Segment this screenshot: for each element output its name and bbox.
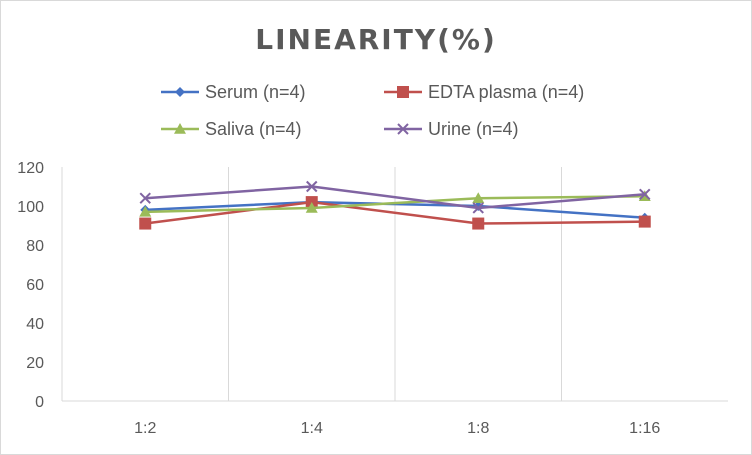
legend: Serum (n=4) EDTA plasma (n=4) Saliva (n=4)… — [161, 82, 584, 139]
triangle-marker — [472, 192, 485, 203]
y-tick-label: 20 — [26, 355, 44, 372]
legend-item: Saliva (n=4) — [161, 119, 302, 139]
x-marker — [139, 192, 151, 204]
legend-label: Saliva (n=4) — [205, 119, 302, 139]
series-1 — [139, 196, 651, 230]
diamond-marker — [175, 87, 185, 97]
x-marker — [472, 202, 484, 214]
y-tick-label: 40 — [26, 316, 44, 333]
axes: 0 20 40 60 80 100 120 1:2 1:4 1:8 1:16 — [17, 160, 728, 437]
x-marker — [397, 123, 409, 135]
square-marker — [472, 217, 485, 230]
series-3 — [139, 180, 651, 214]
y-tick-label: 100 — [17, 199, 44, 216]
x-tick-label: 1:16 — [629, 420, 660, 437]
legend-item: Urine (n=4) — [384, 119, 519, 139]
x-marker — [639, 188, 651, 201]
x-marker-stroke — [306, 180, 318, 193]
square-marker — [638, 215, 651, 228]
chart-title: LINEARITY(%) — [255, 23, 497, 56]
legend-item: EDTA plasma (n=4) — [384, 82, 584, 102]
series-group — [139, 180, 651, 230]
legend-label: Urine (n=4) — [428, 119, 519, 139]
triangle-marker — [174, 123, 186, 134]
legend-item: Serum (n=4) — [161, 82, 306, 102]
legend-label: EDTA plasma (n=4) — [428, 82, 584, 102]
y-tick-label: 80 — [26, 238, 44, 255]
square-marker — [397, 86, 409, 98]
y-tick-label: 0 — [35, 394, 44, 411]
square-marker — [139, 217, 152, 230]
series-line — [145, 185, 645, 210]
series-line — [145, 195, 645, 214]
x-marker-stroke — [139, 192, 151, 204]
x-marker-stroke — [472, 202, 484, 214]
y-tick-label: 120 — [17, 160, 44, 177]
legend-label: Serum (n=4) — [205, 82, 306, 102]
x-marker-stroke — [397, 123, 409, 135]
triangle-marker — [139, 205, 152, 217]
x-tick-label: 1:8 — [467, 420, 489, 437]
x-marker — [306, 180, 318, 193]
y-tick-label: 60 — [26, 277, 44, 294]
x-marker-stroke — [639, 188, 651, 201]
triangle-marker — [305, 201, 318, 213]
series-line — [145, 200, 645, 225]
x-tick-label: 1:4 — [301, 420, 323, 437]
x-tick-label: 1:2 — [134, 420, 156, 437]
